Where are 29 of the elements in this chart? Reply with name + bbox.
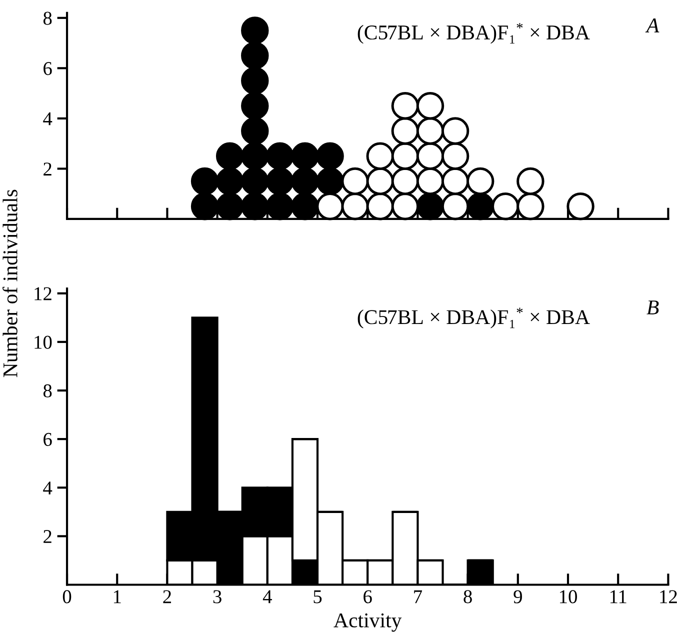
y-tick-label: 6 [44,62,52,76]
x-axis-title: Activity [334,613,402,632]
x-tick-label: 4 [262,590,272,604]
y-tick-label: 2 [44,530,52,543]
x-tick-label: 8 [464,590,472,604]
x-tick-label: 3 [213,590,222,604]
x-tick-label: 6 [364,590,372,604]
x-tick-label: 7 [414,590,422,604]
annotation: A [645,18,660,32]
y-tick-label: 2 [44,162,52,176]
x-tick-label: 1 [114,590,121,604]
y-tick-label: 4 [43,482,52,494]
y-tick-label: 10 [34,336,52,349]
y-tick-label: 12 [34,287,52,300]
x-tick-label: 5 [314,590,322,604]
x-tick-label: 9 [514,590,522,604]
y-tick-label: 4 [43,112,52,126]
y-tick-label: 6 [44,432,52,446]
y-tick-label: 8 [43,384,52,398]
x-tick-label: 12 [660,590,677,604]
chart-title: (C57BL × DBA)F₁$^{*}$ × DBA [358,23,590,44]
x-tick-label: 11 [610,590,626,604]
x-tick-label: 10 [560,590,577,604]
x-tick-label: 0 [62,590,72,604]
x-tick-label: 2 [163,590,172,604]
y-tick-label: 8 [43,12,52,25]
text: (C57BL × DBA)F₁$^{*}$ × DBA [358,308,590,328]
y-axis-title: Number of individuals [2,190,18,378]
annotation: B [646,300,659,314]
